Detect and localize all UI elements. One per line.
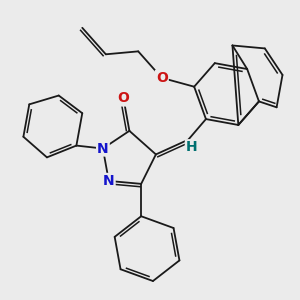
Text: N: N bbox=[103, 174, 115, 188]
Text: O: O bbox=[118, 92, 129, 106]
Text: N: N bbox=[97, 142, 109, 155]
Text: H: H bbox=[186, 140, 197, 154]
Text: O: O bbox=[156, 71, 168, 85]
